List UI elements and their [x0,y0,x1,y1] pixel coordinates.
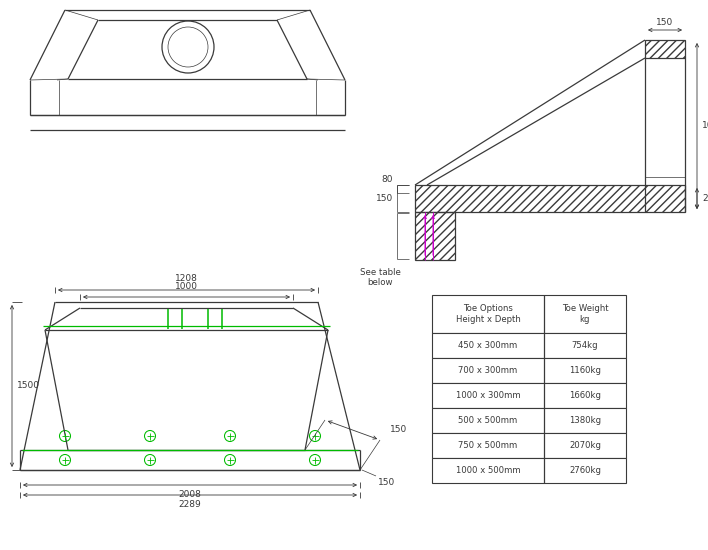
Text: 2008: 2008 [178,490,202,499]
Text: 1000: 1000 [175,282,198,291]
Bar [432,383,626,408]
Text: 700 x 300mm: 700 x 300mm [458,366,518,375]
Text: Toe Weight
kg: Toe Weight kg [561,304,608,324]
Text: 2289: 2289 [178,500,201,509]
Bar [432,408,626,433]
Text: 450 x 300mm: 450 x 300mm [458,341,518,350]
Text: 80: 80 [382,175,393,184]
Text: 1660kg: 1660kg [569,391,601,400]
Text: 150: 150 [390,426,407,434]
Bar [432,433,626,458]
Text: 500 x 500mm: 500 x 500mm [458,416,518,425]
Bar [432,295,626,333]
Text: 1208: 1208 [175,274,198,283]
Text: 150: 150 [656,18,673,27]
Text: 750 x 500mm: 750 x 500mm [458,441,518,450]
Text: 2070kg: 2070kg [569,441,601,450]
Text: 2760kg: 2760kg [569,466,601,475]
Text: 1040: 1040 [702,122,708,130]
Text: Toe Options
Height x Depth: Toe Options Height x Depth [456,304,520,324]
Text: 1160kg: 1160kg [569,366,601,375]
Text: 754kg: 754kg [571,341,598,350]
Text: 1000 x 300mm: 1000 x 300mm [456,391,520,400]
Text: 1500: 1500 [17,382,40,390]
Text: 200: 200 [702,194,708,203]
Text: 1380kg: 1380kg [569,416,601,425]
Text: 150: 150 [378,478,395,487]
Bar [432,358,626,383]
Text: See table
below: See table below [360,268,401,288]
Bar [432,458,626,483]
Bar [432,333,626,358]
Text: 1000 x 500mm: 1000 x 500mm [456,466,520,475]
Text: 150: 150 [376,194,393,203]
